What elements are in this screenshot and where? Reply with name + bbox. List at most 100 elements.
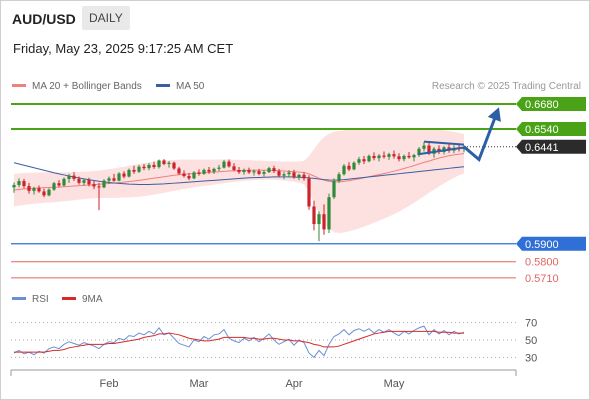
candle-body <box>362 159 366 162</box>
candle-body <box>42 191 46 196</box>
legend-ma20-label: MA 20 + Bollinger Bands <box>32 81 142 92</box>
candle-body <box>142 166 146 169</box>
legend-rsi-label: RSI <box>32 294 49 305</box>
candle-body <box>397 156 401 160</box>
candle-body <box>232 166 236 170</box>
candle-body <box>22 181 26 187</box>
candle-body <box>347 165 351 170</box>
candle-body <box>267 168 271 173</box>
candle-body <box>237 169 241 173</box>
price-label-0.5800: 0.5800 <box>525 257 559 269</box>
candle-body <box>77 178 81 183</box>
projection-arrowhead <box>487 107 501 122</box>
candle-body <box>172 162 176 169</box>
price-label-bg-0.5900 <box>516 236 586 251</box>
legend-ma20: MA 20 + Bollinger Bands <box>12 81 142 92</box>
candle-body <box>252 171 256 173</box>
candle-body <box>317 214 321 225</box>
candle-body <box>57 183 61 186</box>
candle-body <box>292 172 296 178</box>
candle-body <box>147 164 151 169</box>
symbol-title: AUD/USD <box>12 11 76 27</box>
candle-body <box>32 188 36 191</box>
candle-body <box>262 172 266 174</box>
candle-body <box>297 174 301 178</box>
price-label-0.6540: 0.6540 <box>525 124 559 136</box>
candle-body <box>407 155 411 158</box>
candle-body <box>242 169 246 173</box>
rsi-line <box>13 325 465 359</box>
price-label-bg-0.6680 <box>516 96 586 111</box>
candle-body <box>402 155 406 160</box>
candle-body <box>352 162 356 170</box>
candle-body <box>387 154 391 157</box>
x-tick-label-Apr: Apr <box>285 378 302 390</box>
candle-body <box>152 164 156 168</box>
candle-body <box>52 183 56 190</box>
candle-body <box>47 189 51 196</box>
candle-body <box>62 178 66 186</box>
ma20-swatch <box>12 83 26 87</box>
price-label-0.6441: 0.6441 <box>525 142 559 154</box>
candle-body <box>367 155 371 162</box>
period-button[interactable]: DAILY <box>82 6 130 30</box>
price-label-0.5710: 0.5710 <box>525 273 559 285</box>
candle-body <box>107 178 111 181</box>
triangle-lower-line <box>418 146 465 156</box>
candle-body <box>257 171 261 174</box>
candle-body <box>97 186 101 188</box>
rsi-ma-line <box>14 330 464 353</box>
candle-body <box>82 180 86 183</box>
candle-body <box>332 181 336 198</box>
candle-body <box>377 155 381 159</box>
price-label-bg-0.6441 <box>516 139 586 154</box>
candle-body <box>197 172 201 174</box>
candle-body <box>272 168 276 172</box>
candle-body <box>157 160 161 168</box>
legend-ma50-label: MA 50 <box>176 81 205 92</box>
candle-body <box>67 175 71 179</box>
legend-rsi-ma: 9MA <box>62 294 103 305</box>
candle-body <box>12 184 16 188</box>
price-label-0.5900: 0.5900 <box>525 239 559 251</box>
candle-body <box>277 171 281 176</box>
candle-body <box>27 186 31 191</box>
candle-body <box>177 168 181 174</box>
x-tick-label-Mar: Mar <box>190 378 209 390</box>
triangle-upper-line <box>423 140 465 146</box>
candle-body <box>412 155 416 158</box>
candle-body <box>212 168 216 172</box>
candle-body <box>302 174 306 179</box>
candle-body <box>217 167 221 169</box>
credit-label: Research © 2025 Trading Central <box>431 81 581 92</box>
candle-body <box>422 145 426 149</box>
candle-body <box>247 169 251 173</box>
rsi-swatch <box>12 296 26 300</box>
candle-body <box>72 175 76 179</box>
candle-body <box>307 178 311 207</box>
candle-body <box>222 161 226 168</box>
ma50-swatch <box>156 83 170 87</box>
candle-body <box>312 206 316 225</box>
candle-body <box>392 154 396 157</box>
candle-body <box>342 165 346 175</box>
candle-body <box>17 181 21 185</box>
rsi-level-label: 30 <box>525 352 537 364</box>
candle-body <box>417 148 421 156</box>
price-label-bg-0.6540 <box>516 122 586 137</box>
candle-body <box>182 173 186 177</box>
x-tick-label-Feb: Feb <box>100 378 119 390</box>
candle-body <box>327 197 331 230</box>
legend-rsi-ma-label: 9MA <box>82 294 103 305</box>
candle-body <box>132 169 136 172</box>
bollinger-band <box>14 128 464 234</box>
rsi-ma-swatch <box>62 296 76 300</box>
candle-body <box>357 159 361 163</box>
candle-body <box>287 172 291 175</box>
candle-body <box>227 161 231 167</box>
candle-body <box>322 214 326 230</box>
x-tick-label-May: May <box>384 378 405 390</box>
candle-body <box>207 169 211 172</box>
candle-body <box>187 176 191 179</box>
